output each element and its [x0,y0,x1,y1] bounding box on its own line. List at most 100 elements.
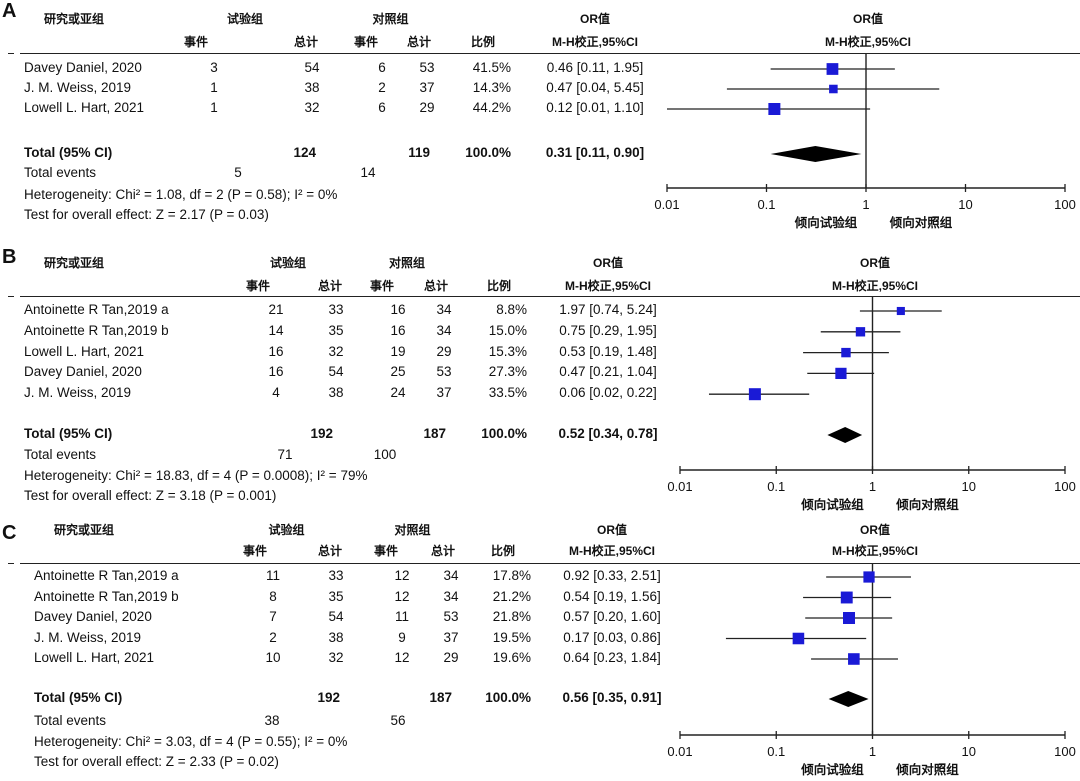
header-dash [8,296,14,297]
total-ctrl: 119 [408,145,430,160]
study-exp-total: 32 [328,650,344,665]
study-exp-total: 33 [328,568,344,583]
header-plot-title: OR值 [859,523,890,537]
study-name: J. M. Weiss, 2019 [24,385,132,401]
total-exp: 192 [317,690,340,705]
study-marker [848,653,860,665]
header-experimental: 试验组 [268,523,305,537]
study-exp-total: 35 [328,588,344,604]
study-weight: 15.0% [488,322,527,338]
study-ctrl-events: 25 [390,364,406,380]
study-exp-events: 1 [210,100,218,115]
study-ci: 0.47 [0.21, 1.04] [559,364,657,380]
study-weight: 44.2% [472,100,511,115]
study-weight: 19.5% [492,629,531,645]
study-weight: 33.5% [488,385,527,401]
study-name: Davey Daniel, 2020 [24,364,142,380]
header-ctrl-total: 总计 [430,544,455,558]
study-ci: 0.12 [0.01, 1.10] [546,100,644,115]
header-exp-total: 总计 [317,544,342,558]
study-ctrl-total: 29 [443,650,459,665]
study-weight: 19.6% [492,650,531,665]
study-weight: 15.3% [488,343,527,359]
study-ctrl-events: 12 [394,588,410,604]
study-ctrl-events: 12 [394,568,410,583]
header-ctrl-events: 事件 [373,544,398,558]
overall-effect-text: Test for overall effect: Z = 3.18 (P = 0… [24,488,277,503]
study-ci: 0.75 [0.29, 1.95] [559,322,657,338]
total-exp: 124 [293,145,316,160]
study-weight: 27.3% [488,364,527,380]
total-events-label: Total events [24,447,97,462]
header-experimental: 试验组 [269,256,306,270]
study-weight: 8.8% [496,302,527,317]
total-ci: 0.56 [0.35, 0.91] [562,690,662,705]
x-tick-label: 1 [869,744,876,759]
header-or-method: M-H校正,95%CI [551,35,638,49]
study-name: Lowell L. Hart, 2021 [24,100,145,115]
header-ctrl-total: 总计 [406,35,431,49]
study-ctrl-total: 37 [436,385,452,401]
study-name: Lowell L. Hart, 2021 [24,343,145,359]
header-dash [8,53,14,54]
study-ctrl-events: 2 [378,80,386,95]
study-name: Lowell L. Hart, 2021 [34,650,155,665]
study-ctrl-events: 19 [390,343,406,359]
study-exp-total: 54 [328,609,344,624]
study-ctrl-total: 34 [443,588,459,604]
total-ci: 0.52 [0.34, 0.78] [558,426,658,441]
total-label: Total (95% CI) [34,690,123,705]
total-events-exp: 5 [234,165,242,180]
study-name: Antoinette R Tan,2019 a [34,568,179,583]
header-plot-title: OR值 [852,12,883,26]
overall-effect-text: Test for overall effect: Z = 2.17 (P = 0… [24,207,269,222]
overall-effect-text: Test for overall effect: Z = 2.33 (P = 0… [34,754,279,769]
header-ctrl-events: 事件 [369,279,394,293]
study-ctrl-total: 29 [419,100,435,115]
study-ctrl-events: 6 [378,60,386,75]
study-ctrl-events: 24 [390,385,406,401]
study-exp-total: 38 [328,385,344,401]
study-ctrl-total: 53 [443,609,459,624]
total-ctrl: 187 [423,426,446,441]
study-exp-events: 21 [268,302,284,317]
heterogeneity-text: Heterogeneity: Chi² = 3.03, df = 4 (P = … [34,734,348,749]
heterogeneity-text: Heterogeneity: Chi² = 18.83, df = 4 (P =… [24,468,368,483]
study-exp-total: 32 [328,343,344,359]
study-ci: 0.06 [0.02, 0.22] [559,385,657,401]
header-or-method: M-H校正,95%CI [564,279,651,293]
study-exp-events: 11 [265,568,280,583]
header-ctrl-events: 事件 [353,35,378,49]
study-name: Davey Daniel, 2020 [24,60,142,75]
favours-right-label: 倾向对照组 [895,762,959,777]
header-ctrl-total: 总计 [423,279,448,293]
header-weight: 比例 [486,279,511,293]
x-tick-label: 0.01 [667,744,692,759]
total-weight: 100.0% [465,145,511,160]
header-plot-title: OR值 [859,256,890,270]
panel-letter: C [2,522,17,544]
header-or-title: OR值 [592,256,623,270]
study-ctrl-events: 12 [394,650,410,665]
header-rule [20,296,1080,297]
study-ctrl-events: 11 [394,609,409,624]
study-ci: 0.57 [0.20, 1.60] [563,609,661,624]
study-exp-events: 16 [268,364,284,380]
study-marker [792,632,805,645]
study-ctrl-events: 6 [378,100,386,115]
total-ci: 0.31 [0.11, 0.90] [545,145,645,160]
x-tick-label: 0.1 [767,744,785,759]
study-ci: 0.46 [0.11, 1.95] [546,60,644,75]
header-rule [20,53,1080,54]
study-weight: 14.3% [472,80,511,95]
study-exp-events: 1 [210,80,218,95]
header-exp-total: 总计 [317,279,342,293]
header-plot-method: M-H校正,95%CI [824,35,911,49]
header-study: 研究或亚组 [44,256,105,270]
total-events-label: Total events [24,165,97,180]
x-tick-label: 10 [962,744,976,759]
study-weight: 17.8% [492,568,531,583]
study-ci: 0.92 [0.33, 2.51] [563,568,661,583]
